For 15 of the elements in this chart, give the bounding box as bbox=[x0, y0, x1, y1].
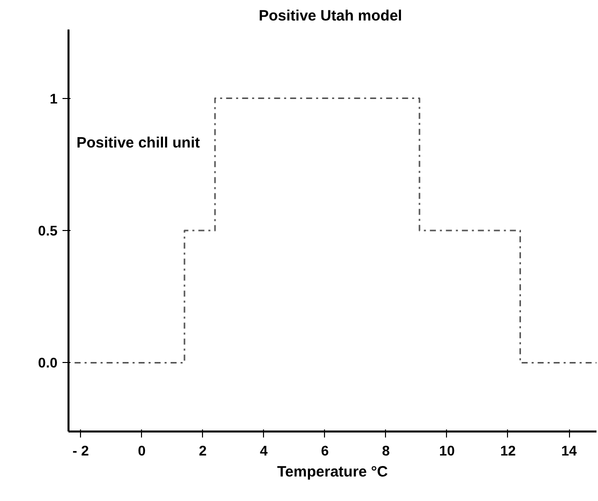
x-tick-label: 12 bbox=[500, 442, 516, 458]
x-tick-label: 14 bbox=[561, 442, 578, 458]
y-axis-title: Positive chill unit bbox=[76, 134, 200, 152]
x-tick-label: 2 bbox=[198, 442, 207, 458]
x-axis-title: Temperature °C bbox=[277, 464, 388, 480]
chart-title: Positive Utah model bbox=[258, 8, 402, 24]
y-tick-label: 1 bbox=[50, 90, 58, 106]
y-tick-label: 0.0 bbox=[38, 354, 58, 371]
x-tick-label: 0 bbox=[138, 442, 146, 458]
x-tick-label: 6 bbox=[320, 442, 329, 458]
x-tick-label: 4 bbox=[260, 442, 268, 458]
x-tick-label: - 2 bbox=[72, 442, 90, 458]
x-tick-label: 10 bbox=[439, 442, 455, 458]
x-tick-label: 8 bbox=[382, 442, 390, 458]
y-tick-label: 0.5 bbox=[38, 222, 58, 238]
